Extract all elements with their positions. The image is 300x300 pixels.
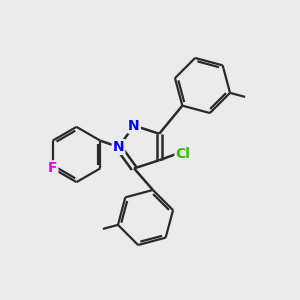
Text: F: F bbox=[48, 161, 57, 175]
Text: Cl: Cl bbox=[176, 147, 190, 160]
Text: N: N bbox=[113, 140, 124, 154]
Text: N: N bbox=[128, 118, 140, 133]
